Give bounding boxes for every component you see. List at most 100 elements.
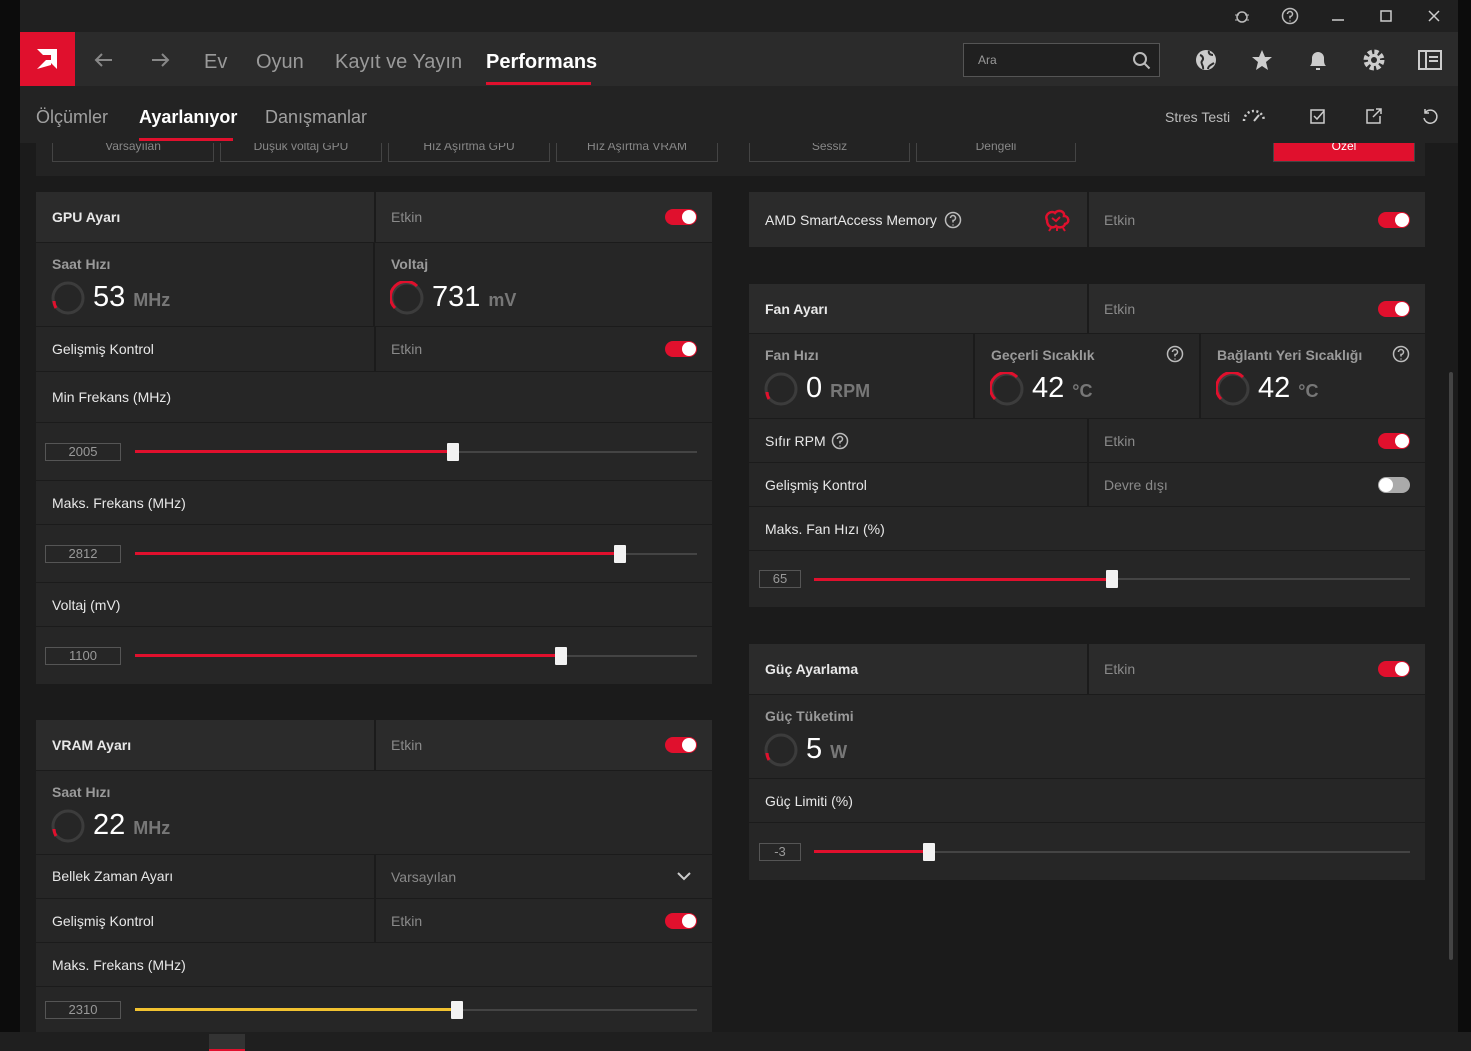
nav-tab[interactable]: Performans	[486, 51, 598, 73]
back-button[interactable]	[92, 50, 116, 70]
help-icon[interactable]	[1281, 7, 1299, 25]
metric-unit: RPM	[830, 381, 871, 401]
help-icon[interactable]	[1392, 345, 1410, 363]
sub-tab[interactable]: Ayarlanıyor	[139, 107, 238, 127]
slider-value-box[interactable]: 2812	[45, 544, 121, 563]
toggle-knob	[1395, 433, 1409, 448]
setting-label: Gelişmiş Kontrol	[765, 476, 867, 493]
sub-tab[interactable]: Ölçümler	[36, 107, 109, 127]
gauge	[764, 372, 798, 406]
metric-readout: 0 RPM	[806, 372, 870, 406]
slider-fill	[814, 850, 930, 853]
settings-icon[interactable]	[1362, 48, 1386, 72]
metric-value: 0	[806, 372, 823, 404]
favorites-icon[interactable]	[1250, 48, 1274, 72]
nav-tab[interactable]: Kayıt ve Yayın	[335, 51, 463, 73]
metric-cell	[749, 695, 1425, 778]
maximize-button[interactable]	[1378, 8, 1394, 24]
state-label: Etkin	[391, 341, 423, 357]
slider-value: -3	[774, 843, 786, 859]
toggle[interactable]	[1378, 212, 1410, 228]
toggle[interactable]	[665, 737, 697, 753]
desktop-edge	[0, 0, 20, 1051]
toggle-knob	[682, 913, 696, 928]
state-label: Etkin	[1104, 300, 1136, 317]
search-placeholder: Ara	[978, 53, 997, 67]
toggle[interactable]	[665, 912, 697, 929]
metric-value: 5	[806, 733, 823, 765]
globe-icon[interactable]	[1194, 48, 1218, 72]
scrollbar[interactable]	[1449, 372, 1453, 960]
toggle[interactable]	[665, 341, 697, 357]
taskbar-app[interactable]	[209, 1034, 245, 1051]
metric-label: Voltaj	[391, 256, 429, 272]
forward-button[interactable]	[148, 50, 172, 70]
bug-icon[interactable]	[1233, 7, 1251, 25]
toggle[interactable]	[1378, 661, 1410, 677]
minimize-button[interactable]	[1330, 8, 1346, 24]
gauge	[1216, 372, 1250, 406]
help-icon[interactable]	[831, 432, 849, 450]
slider-value: 2310	[68, 1001, 98, 1017]
help-icon[interactable]	[1166, 345, 1184, 363]
metric-value: 42	[1258, 372, 1291, 404]
slider-thumb[interactable]	[554, 646, 567, 665]
stress-test-icon[interactable]	[1241, 107, 1267, 123]
gauge	[51, 809, 85, 843]
metric-label: Fan Hızı	[765, 347, 819, 363]
export-icon[interactable]	[1365, 107, 1383, 125]
metric-label: Bağlantı Yeri Sıcaklığı	[1217, 347, 1363, 363]
close-button[interactable]	[1426, 8, 1442, 24]
setting-label: Maks. Fan Hızı (%)	[765, 520, 885, 537]
slider-thumb[interactable]	[923, 842, 936, 861]
toggle[interactable]	[665, 209, 697, 225]
slider-value-box[interactable]: 1100	[45, 646, 121, 665]
slider-thumb[interactable]	[451, 1000, 464, 1019]
setting-row	[36, 372, 712, 422]
slider-fill	[135, 654, 561, 657]
save-profile-icon[interactable]	[1309, 107, 1327, 125]
notifications-icon[interactable]	[1306, 48, 1330, 72]
dropdown[interactable]	[376, 855, 712, 898]
toggle[interactable]	[1378, 476, 1410, 493]
slider-value-box[interactable]: -3	[759, 842, 801, 861]
state-label: Etkin	[391, 912, 423, 929]
search-box[interactable]: Ara	[963, 43, 1160, 77]
slider-thumb[interactable]	[447, 442, 460, 461]
slider-value-box[interactable]: 65	[759, 570, 801, 588]
layout-icon[interactable]	[1418, 49, 1442, 71]
panel-header	[36, 192, 374, 242]
sub-tab[interactable]: Danışmanlar	[265, 107, 368, 127]
state-label: Etkin	[391, 737, 423, 753]
panel-header-state	[376, 192, 712, 242]
taskbar	[0, 1032, 1471, 1051]
amd-logo[interactable]	[20, 32, 75, 86]
gauge	[51, 281, 85, 315]
slider-value-box[interactable]: 2005	[45, 442, 121, 461]
setting-row-state	[376, 327, 712, 371]
slider-value-box[interactable]: 2310	[45, 1000, 121, 1019]
metric-unit: °C	[1298, 381, 1319, 401]
toggle-knob	[682, 210, 696, 224]
search-icon	[1133, 52, 1151, 70]
toggle[interactable]	[1378, 432, 1410, 449]
metric-value: 22	[93, 809, 126, 841]
slider-thumb[interactable]	[1106, 570, 1118, 588]
slider-thumb[interactable]	[614, 544, 626, 563]
setting-row	[749, 419, 1087, 462]
reset-icon[interactable]	[1421, 107, 1439, 125]
metric-readout: 53 MHz	[93, 281, 170, 315]
panel-title: GPU Ayarı	[52, 209, 121, 225]
metric-value: 731	[432, 281, 481, 313]
nav-tab[interactable]: Ev	[204, 51, 228, 73]
panel-header-state	[1089, 284, 1425, 333]
stress-test-label[interactable]: Stres Testi	[1165, 109, 1231, 125]
nav-tab[interactable]: Oyun	[256, 51, 304, 73]
slider-fill	[814, 577, 1112, 581]
toggle[interactable]	[1378, 300, 1410, 317]
sam-icon	[1045, 209, 1070, 232]
panel-header	[36, 720, 374, 770]
panel-header	[749, 284, 1087, 333]
help-icon[interactable]	[944, 211, 962, 229]
